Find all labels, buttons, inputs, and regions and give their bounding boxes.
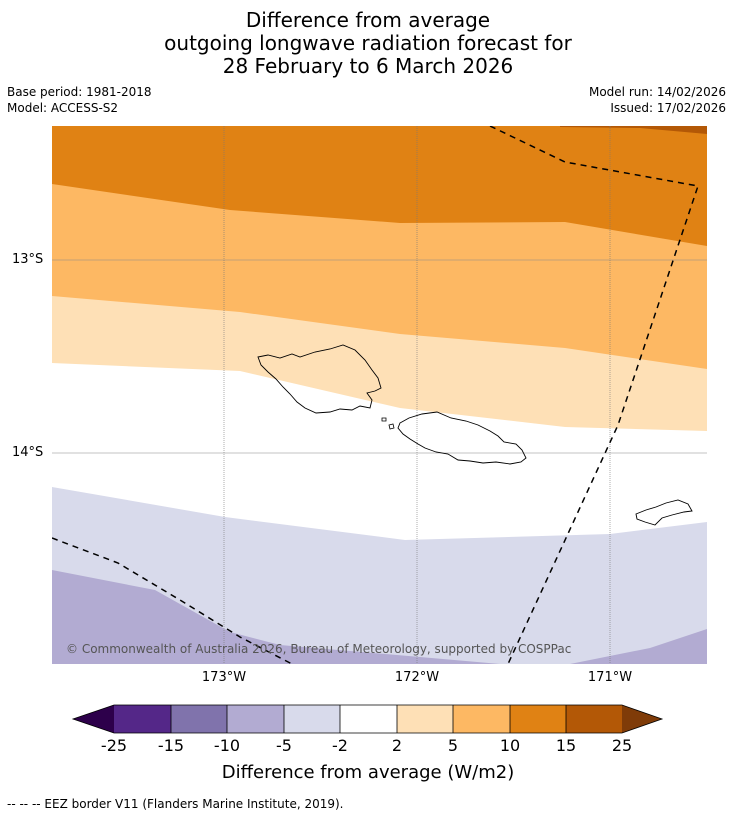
band-minus5-minus2: [52, 487, 707, 664]
colorbar-segment-minus25-minus15: [114, 705, 171, 733]
colorbar-tick-label: 5: [448, 736, 458, 755]
colorbar-extend-high: [622, 705, 662, 733]
colorbar-tick-label: -10: [214, 736, 240, 755]
meta-right: Model run: 14/02/2026 Issued: 17/02/2026: [589, 84, 726, 116]
colorbar-segment-minus5-minus2: [284, 705, 340, 733]
map-area: © Commonwealth of Australia 2026, Bureau…: [52, 126, 707, 664]
colorbar-extend-low: [73, 705, 114, 733]
lat-label-14s: 14°S: [12, 445, 44, 460]
band-minus10-minus5-east: [570, 629, 707, 664]
eez-legend: -- -- -- EEZ border V11 (Flanders Marine…: [7, 797, 344, 811]
chart-title-line-1: Difference from average: [245, 8, 491, 32]
chart-title-line-2: outgoing longwave radiation forecast for: [164, 31, 572, 55]
colorbar-segment-15-25: [566, 705, 622, 733]
colorbar-tick-label: -2: [332, 736, 348, 755]
meta-left: Base period: 1981-2018 Model: ACCESS-S2: [7, 84, 152, 116]
band-15-25: [560, 126, 707, 134]
colorbar-tick-label: -15: [158, 736, 184, 755]
colorbar-segment-minus2-2: [340, 705, 397, 733]
colorbar-tick-label: 15: [556, 736, 576, 755]
apolima-islet: [388, 423, 395, 430]
colorbar-segment-minus10-minus5: [227, 705, 284, 733]
colorbar-tick-label: 10: [500, 736, 520, 755]
colorbar-segment-minus15-minus10: [171, 705, 227, 733]
base-period: Base period: 1981-2018: [7, 85, 152, 99]
lon-label-171w: 171°W: [587, 670, 633, 685]
manono-islet: [381, 417, 387, 422]
colorbar-segment-2-5: [397, 705, 453, 733]
colorbar-tick-label: 2: [392, 736, 402, 755]
colorbar-tick-label: 25: [612, 736, 632, 755]
copyright-notice: © Commonwealth of Australia 2026, Bureau…: [66, 642, 571, 656]
eez-border-south: [52, 537, 293, 664]
chart-title-line-3: 28 February to 6 March 2026: [222, 54, 514, 78]
colorbar-segment-5-10: [453, 705, 510, 733]
savaii-island: [257, 344, 382, 414]
model-name: Model: ACCESS-S2: [7, 101, 119, 115]
colorbar: -25 -15 -10 -5 -2 2 5 10 15 25: [71, 704, 664, 755]
lon-label-172w: 172°W: [394, 670, 440, 685]
colorbar-segment-10-15: [510, 705, 566, 733]
colorbar-tick-label: -25: [101, 736, 127, 755]
model-run: Model run: 14/02/2026: [588, 85, 726, 99]
eez-border-north: [489, 126, 699, 664]
colorbar-title: Difference from average (W/m2): [221, 762, 515, 783]
band-minus10-minus5: [52, 570, 500, 664]
issued-date: Issued: 17/02/2026: [610, 101, 726, 115]
colorbar-tick-label: -5: [276, 736, 292, 755]
lon-label-173w: 173°W: [201, 670, 247, 685]
lat-label-13s: 13°S: [12, 252, 44, 267]
upolu-island: [397, 411, 527, 465]
tutuila-island: [635, 499, 693, 526]
